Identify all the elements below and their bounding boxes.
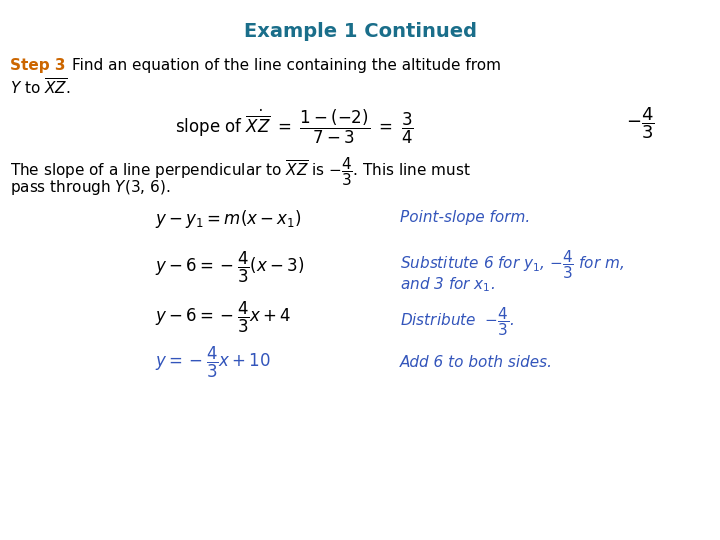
Text: $y - 6 = -\dfrac{4}{3}x + 4$: $y - 6 = -\dfrac{4}{3}x + 4$ bbox=[155, 300, 292, 335]
Text: Substitute 6 for $y_1$, $-\dfrac{4}{3}$ for $m$,: Substitute 6 for $y_1$, $-\dfrac{4}{3}$ … bbox=[400, 248, 624, 281]
Text: Example 1 Continued: Example 1 Continued bbox=[243, 22, 477, 41]
Text: $-\dfrac{4}{3}$: $-\dfrac{4}{3}$ bbox=[626, 105, 654, 140]
Text: Point-slope form.: Point-slope form. bbox=[400, 210, 530, 225]
Text: slope of $\dot{\overline{XZ}}$ $=$ $\dfrac{1-(-2)}{7-3}$ $=$ $\dfrac{3}{4}$: slope of $\dot{\overline{XZ}}$ $=$ $\dfr… bbox=[175, 108, 414, 146]
Text: and 3 for $x_1$.: and 3 for $x_1$. bbox=[400, 275, 495, 294]
Text: $y - y_1 = m(x - x_1)$: $y - y_1 = m(x - x_1)$ bbox=[155, 208, 302, 230]
Text: $Y$ to $\overline{XZ}$.: $Y$ to $\overline{XZ}$. bbox=[10, 78, 71, 98]
Text: Distribute  $-\dfrac{4}{3}$.: Distribute $-\dfrac{4}{3}$. bbox=[400, 305, 514, 338]
Text: $y - 6 = -\dfrac{4}{3}(x - 3)$: $y - 6 = -\dfrac{4}{3}(x - 3)$ bbox=[155, 250, 304, 285]
Text: Step 3: Step 3 bbox=[10, 58, 66, 73]
Text: The slope of a line perpendicular to $\overline{XZ}$ is $-\dfrac{4}{3}$. This li: The slope of a line perpendicular to $\o… bbox=[10, 155, 471, 188]
Text: Find an equation of the line containing the altitude from: Find an equation of the line containing … bbox=[72, 58, 501, 73]
Text: $y = -\dfrac{4}{3}x + 10$: $y = -\dfrac{4}{3}x + 10$ bbox=[155, 345, 271, 380]
Text: Add 6 to both sides.: Add 6 to both sides. bbox=[400, 355, 553, 370]
Text: pass through $Y$(3, 6).: pass through $Y$(3, 6). bbox=[10, 178, 171, 197]
